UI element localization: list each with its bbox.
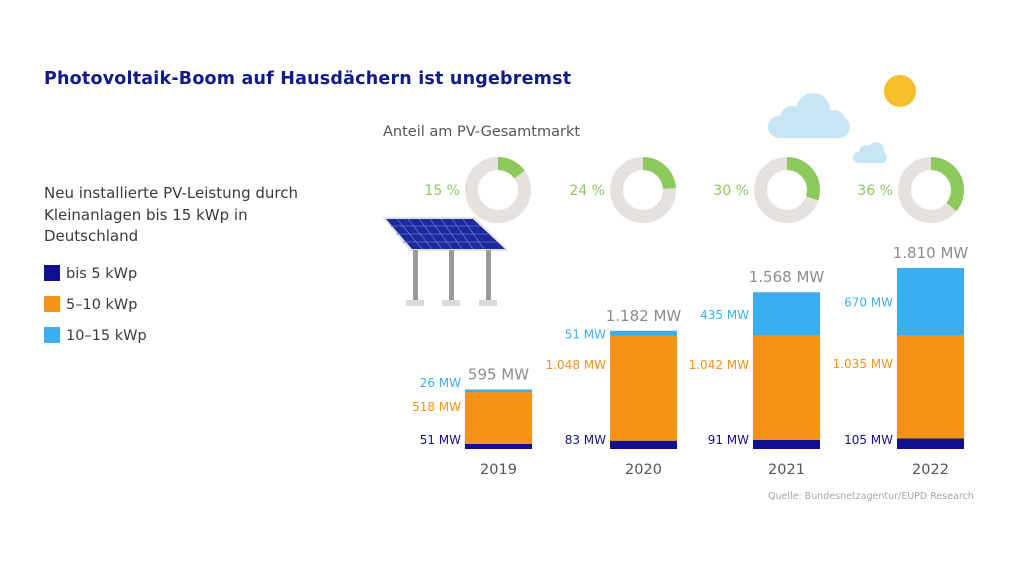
data-label: 91 MW [708, 433, 749, 447]
share-heading: Anteil am PV-Gesamtmarkt [383, 124, 581, 140]
cloud-icon [853, 142, 887, 163]
solar-panel-icon [382, 217, 509, 306]
legend-swatch [44, 296, 60, 312]
data-label: 1.048 MW [546, 358, 607, 372]
bar-segment [465, 443, 532, 449]
bar-segment [610, 330, 677, 336]
x-tick-label: 2021 [768, 462, 805, 478]
bar-segment [465, 392, 532, 444]
donut-slice [610, 157, 676, 223]
total-label: 1.810 MW [893, 244, 969, 262]
bar-segment [753, 335, 820, 440]
page-title: Photovoltaik-Boom auf Hausdächern ist un… [44, 69, 572, 89]
bar-segment [753, 439, 820, 449]
chart-subtitle: Neu installierte PV-Leistung durch Klein… [44, 184, 299, 245]
legend-swatch [44, 265, 60, 281]
sun-icon [884, 75, 916, 107]
x-tick-label: 2022 [912, 462, 949, 478]
bar-segment [897, 335, 964, 439]
data-label: 26 MW [420, 376, 461, 390]
data-label: 105 MW [844, 433, 893, 447]
bar-segment [610, 335, 677, 441]
legend-swatch [44, 327, 60, 343]
donut-slice [465, 157, 531, 223]
legend-label: bis 5 kWp [66, 266, 138, 282]
data-label: 670 MW [844, 296, 893, 310]
donut-slice [898, 157, 964, 223]
share-label: 15 % [424, 183, 460, 199]
legend-label: 5–10 kWp [66, 297, 138, 313]
data-label: 435 MW [700, 308, 749, 322]
share-label: 30 % [713, 183, 749, 199]
total-label: 1.568 MW [749, 268, 825, 286]
x-tick-label: 2020 [625, 462, 662, 478]
legend-item-10-15: 10–15 kWp [44, 327, 147, 345]
total-label: 1.182 MW [606, 307, 682, 325]
bar-segment [753, 292, 820, 336]
data-label: 518 MW [412, 400, 461, 414]
bar-segment [610, 440, 677, 449]
legend-item-5-10: 5–10 kWp [44, 296, 137, 314]
bar-segment [897, 268, 964, 335]
data-label: 51 MW [420, 433, 461, 447]
bar-segment [465, 389, 532, 393]
share-label: 36 % [857, 183, 893, 199]
legend-item-bis-5: bis 5 kWp [44, 265, 137, 283]
data-label: 1.042 MW [689, 358, 750, 372]
donut-slice [754, 157, 820, 223]
share-label: 24 % [569, 183, 605, 199]
data-label: 1.035 MW [833, 357, 894, 371]
source-note: Quelle: Bundesnetzagentur/EUPD Research [768, 491, 974, 502]
cloud-icon [768, 93, 850, 138]
data-label: 51 MW [565, 327, 606, 341]
x-tick-label: 2019 [480, 462, 517, 478]
data-label: 83 MW [565, 433, 606, 447]
bar-segment [897, 438, 964, 449]
legend-label: 10–15 kWp [66, 328, 147, 344]
total-label: 595 MW [468, 366, 529, 384]
